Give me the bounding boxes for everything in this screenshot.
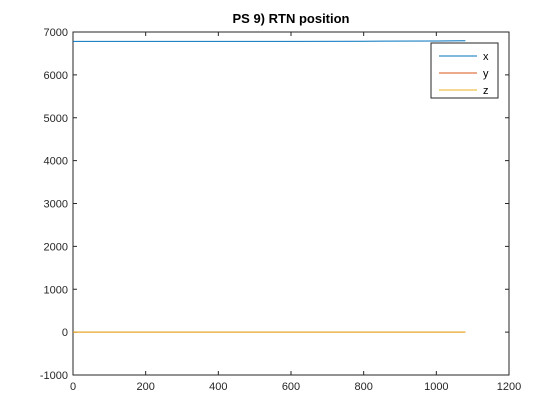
legend-label-z: z [483,85,489,97]
x-tick-label: 600 [282,381,300,393]
legend-label-y: y [483,68,489,80]
legend: xyz [430,42,499,99]
y-tick-label: 5000 [44,113,68,125]
x-tick-label: 1200 [497,381,521,393]
y-tick-label: 1000 [44,284,68,296]
chart-title: PS 9) RTN position [233,11,350,26]
legend-label-x: x [483,51,489,63]
y-tick-label: 2000 [44,241,68,253]
x-tick-label: 0 [70,381,76,393]
y-tick-label: -1000 [40,370,68,382]
series-line-x [73,40,466,42]
x-tick-label: 200 [136,381,154,393]
y-tick-label: 3000 [44,199,68,211]
series-lines [73,40,466,333]
x-axis: 0 200 400 600 800 1000 1200 [70,32,521,393]
y-tick-label: 6000 [44,70,68,82]
y-tick-label: 7000 [44,27,68,39]
x-tick-label: 400 [209,381,227,393]
y-axis: -1000 0 1000 2000 3000 4000 5000 6000 7000 [40,27,509,382]
y-tick-label: 0 [62,327,68,339]
y-tick-label: 4000 [44,156,68,168]
x-tick-label: 1000 [424,381,448,393]
x-tick-label: 800 [354,381,372,393]
legend-box [430,42,499,99]
